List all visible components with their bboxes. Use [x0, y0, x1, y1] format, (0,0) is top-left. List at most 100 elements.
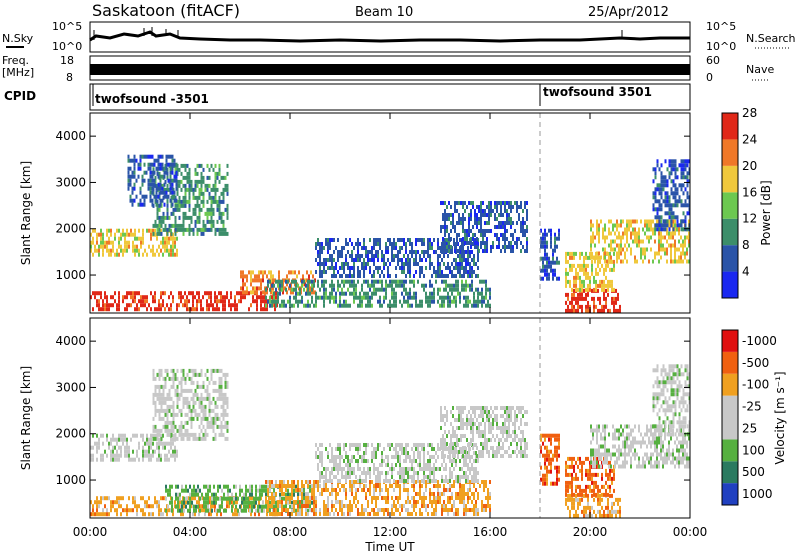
power-cell [655, 187, 657, 191]
power-cell [524, 229, 526, 233]
power-cell [550, 233, 552, 237]
velocity-cell [201, 397, 203, 401]
power-cell [603, 293, 605, 297]
velocity-cell [365, 484, 367, 488]
velocity-cell [126, 454, 128, 458]
power-cell [130, 183, 132, 187]
velocity-cell [227, 429, 229, 433]
power-cell [146, 299, 148, 303]
power-cell [258, 286, 260, 290]
velocity-cell [275, 480, 277, 484]
power-cell [335, 246, 337, 250]
velocity-cell [369, 492, 371, 496]
power-cell [162, 199, 164, 203]
power-cell [405, 262, 407, 266]
power-cell [673, 211, 675, 215]
power-cell [98, 249, 100, 253]
power-cell [179, 200, 181, 204]
power-cell [472, 233, 474, 237]
velocity-cell [253, 505, 255, 509]
velocity-cell [299, 512, 301, 516]
power-cell [585, 297, 587, 301]
velocity-cell [92, 434, 94, 438]
power-cell [301, 296, 303, 300]
power-cell [132, 233, 134, 237]
velocity-cell [223, 393, 225, 397]
power-cell [522, 221, 524, 225]
power-cell [106, 295, 108, 299]
velocity-cell [167, 409, 169, 413]
power-cell [387, 284, 389, 288]
power-cell [130, 175, 132, 179]
velocity-cell [195, 433, 197, 437]
power-cell [431, 262, 433, 266]
power-colorbar-segment [722, 139, 738, 165]
velocity-cell [165, 413, 167, 417]
power-cell [258, 270, 260, 274]
velocity-cell [307, 484, 309, 488]
power-cell [659, 219, 661, 223]
power-cell [581, 288, 583, 292]
velocity-cell [285, 484, 287, 488]
velocity-cell [203, 397, 205, 401]
power-cell [500, 221, 502, 225]
power-cell [185, 196, 187, 200]
nsearch-tick-bottom: 10^0 [706, 40, 736, 53]
power-cell [201, 180, 203, 184]
velocity-cell [373, 508, 375, 512]
power-cell [321, 242, 323, 246]
velocity-cell [473, 492, 475, 496]
power-cell [98, 303, 100, 307]
velocity-cell [148, 458, 150, 462]
power-cell [671, 211, 673, 215]
velocity-cell [213, 437, 215, 441]
power-cell [277, 300, 279, 304]
power-cell [684, 244, 686, 248]
power-cell [331, 280, 333, 284]
power-cell [550, 229, 552, 233]
power-cell [146, 229, 148, 233]
power-cell [252, 278, 254, 282]
power-cell [150, 163, 152, 167]
power-cell [484, 233, 486, 237]
velocity-cell [203, 433, 205, 437]
power-cell [429, 304, 431, 308]
power-cell [415, 304, 417, 308]
power-cell [464, 209, 466, 213]
power-cell [315, 270, 317, 274]
power-cell [333, 258, 335, 262]
power-cell [673, 183, 675, 187]
power-cell [195, 184, 197, 188]
velocity-cell [257, 505, 259, 509]
velocity-cell [177, 485, 179, 489]
velocity-cell [327, 500, 329, 504]
velocity-cell [429, 488, 431, 492]
velocity-cell [167, 421, 169, 425]
velocity-cell [132, 508, 134, 512]
power-cell [677, 167, 679, 171]
power-cell [120, 245, 122, 249]
velocity-cell [92, 454, 94, 458]
power-cell [502, 237, 504, 241]
power-cell [108, 237, 110, 241]
power-cell [299, 292, 301, 296]
power-cell [608, 244, 610, 248]
power-cell [614, 240, 616, 244]
power-cell [565, 293, 567, 297]
power-cell [597, 256, 599, 260]
power-cell [200, 307, 202, 311]
velocity-cell [199, 373, 201, 377]
velocity-cell [279, 493, 281, 497]
power-cell [575, 297, 577, 301]
velocity-cell [126, 438, 128, 442]
velocity-cell [351, 504, 353, 508]
velocity-cell [171, 485, 173, 489]
velocity-cell [421, 484, 423, 488]
power-cell [148, 245, 150, 249]
power-cell [502, 245, 504, 249]
power-cell [620, 224, 622, 228]
velocity-cell [136, 434, 138, 438]
power-cell [203, 168, 205, 172]
power-cell [379, 246, 381, 250]
power-cell [427, 250, 429, 254]
